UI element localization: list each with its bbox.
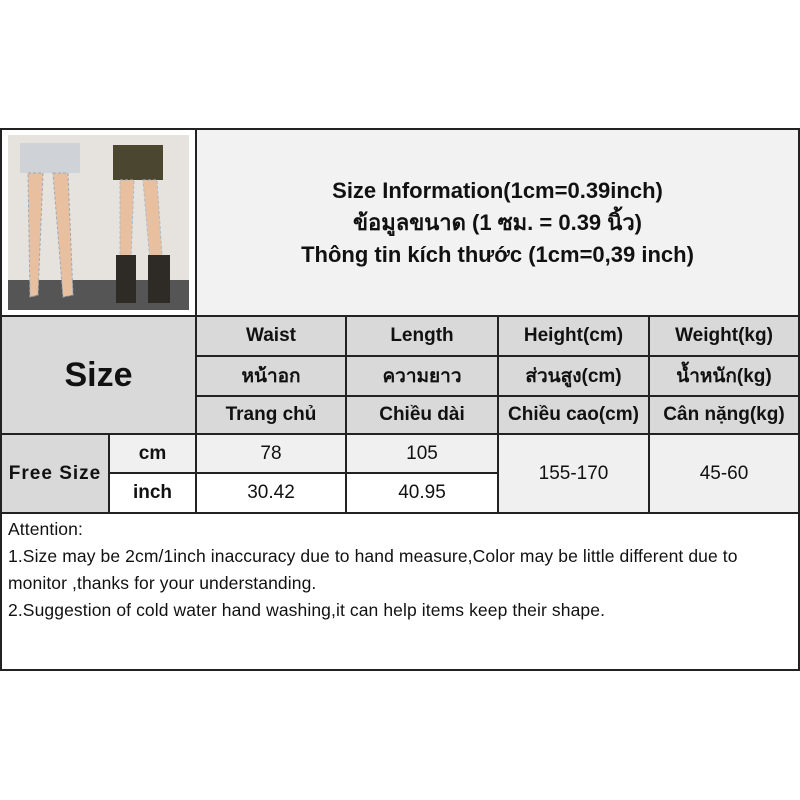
col-height-th: ส่วนสูง(cm)	[497, 355, 650, 397]
free-size-label: Free Size	[0, 433, 110, 514]
attention-note-2: 2.Suggestion of cold water hand washing,…	[8, 600, 606, 620]
col-length-th: ความยาว	[345, 355, 499, 397]
header-title-vi: Thông tin kích thước (1cm=0,39 inch)	[301, 241, 694, 267]
col-weight-th: น้ำหนัก(kg)	[648, 355, 800, 397]
product-photo	[8, 135, 189, 310]
unit-cm: cm	[108, 433, 197, 474]
col-waist-en: Waist	[195, 315, 347, 357]
height-range: 155-170	[497, 433, 650, 514]
waist-inch: 30.42	[195, 472, 347, 514]
col-waist-vi: Trang chủ	[195, 395, 347, 435]
col-weight-vi: Cân nặng(kg)	[648, 395, 800, 435]
col-length-en: Length	[345, 315, 499, 357]
col-height-vi: Chiều cao(cm)	[497, 395, 650, 435]
col-weight-en: Weight(kg)	[648, 315, 800, 357]
size-information-header: Size Information(1cm=0.39inch) ข้อมูลขนา…	[195, 128, 800, 317]
header-title-en: Size Information(1cm=0.39inch)	[332, 177, 663, 203]
waist-cm: 78	[195, 433, 347, 474]
col-waist-th: หน้าอก	[195, 355, 347, 397]
unit-inch: inch	[108, 472, 197, 514]
product-photo-cell	[0, 128, 197, 317]
length-cm: 105	[345, 433, 499, 474]
header-title-th: ข้อมูลขนาด (1 ซม. = 0.39 นิ้ว)	[352, 209, 642, 235]
col-length-vi: Chiều dài	[345, 395, 499, 435]
attention-notes: Attention: 1.Size may be 2cm/1inch inacc…	[0, 512, 800, 671]
length-inch: 40.95	[345, 472, 499, 514]
size-label: Size	[0, 315, 197, 435]
col-height-en: Height(cm)	[497, 315, 650, 357]
weight-range: 45-60	[648, 433, 800, 514]
attention-title: Attention:	[8, 519, 83, 539]
attention-note-1: 1.Size may be 2cm/1inch inaccuracy due t…	[8, 546, 738, 593]
